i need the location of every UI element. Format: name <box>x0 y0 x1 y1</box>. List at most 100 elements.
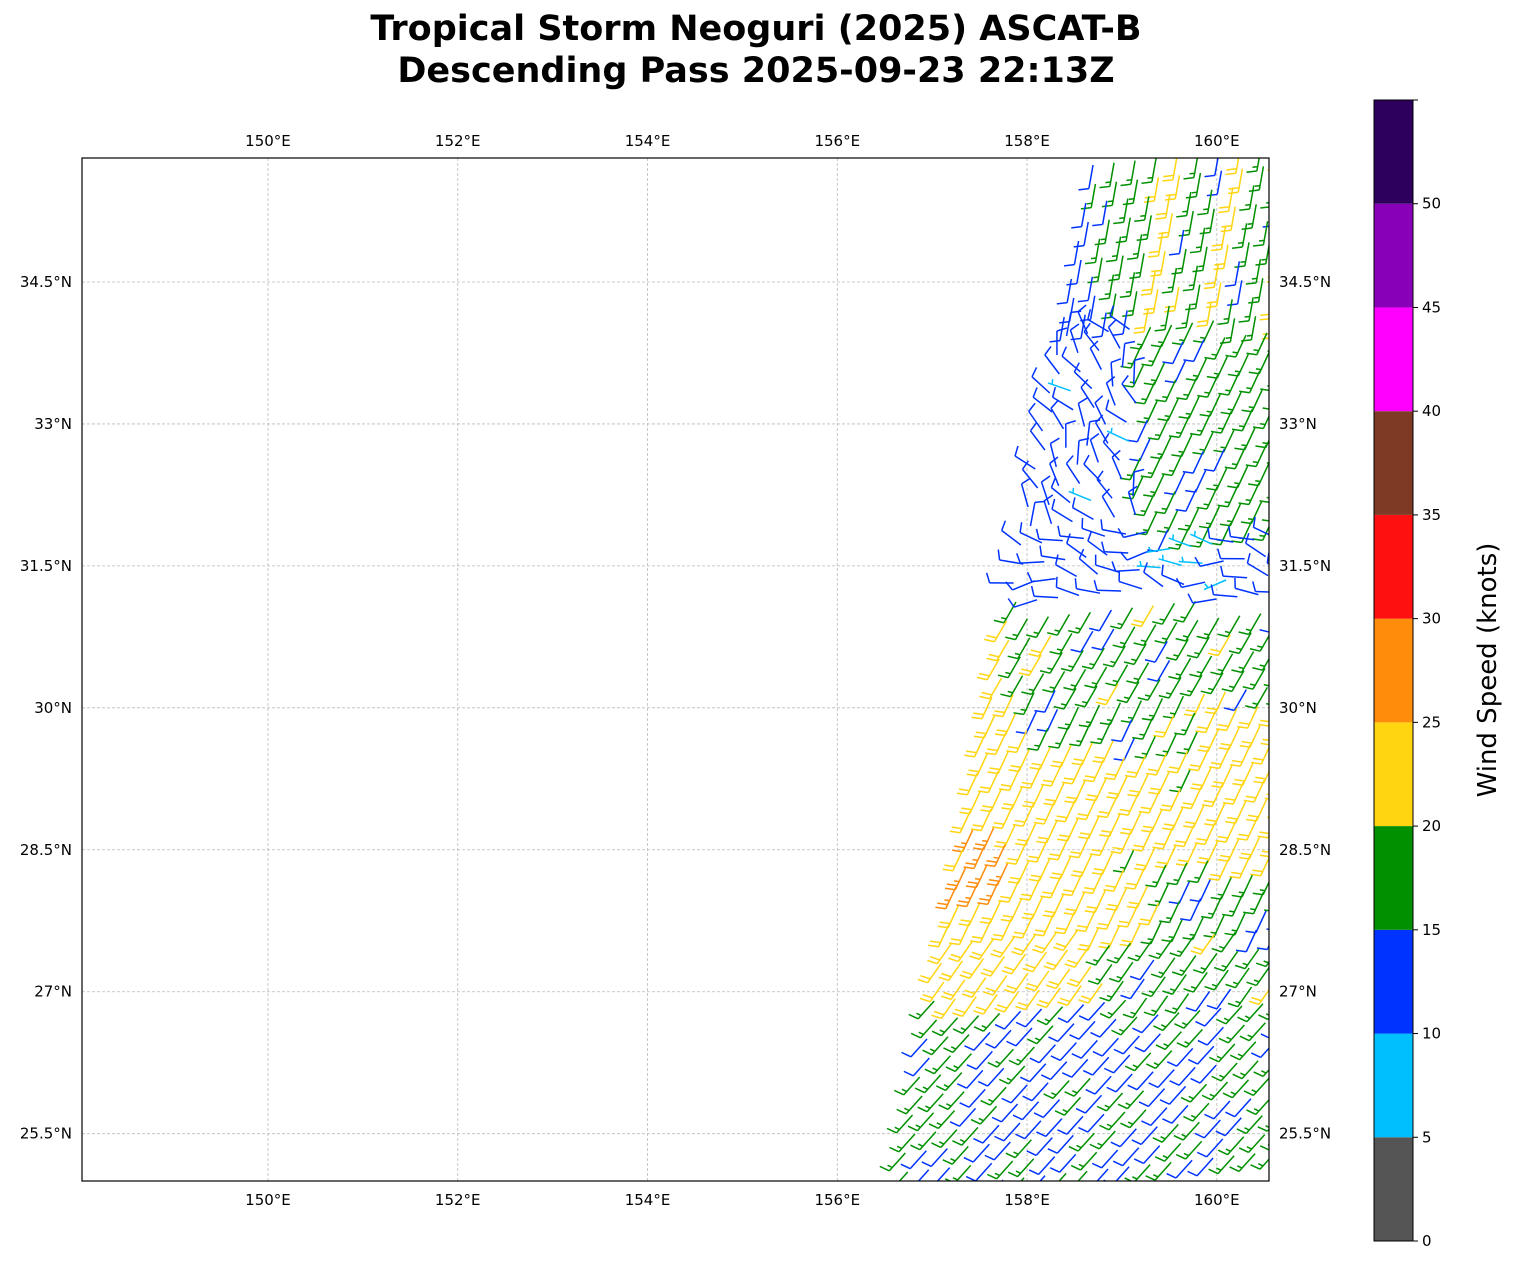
wind-barb <box>1246 445 1266 467</box>
wind-barb <box>1162 342 1182 364</box>
wind-barb <box>949 923 969 945</box>
wind-barb <box>1158 213 1173 238</box>
wind-barb <box>1197 487 1217 509</box>
wind-barb <box>977 659 999 680</box>
wind-barb <box>1142 158 1157 183</box>
wind-barb <box>1051 478 1070 503</box>
wind-barb <box>970 921 990 943</box>
wind-barb <box>1225 261 1240 286</box>
wind-barb <box>1253 873 1273 895</box>
colorbar-segment <box>1374 411 1413 515</box>
wind-barb <box>1123 998 1147 1018</box>
wind-barb <box>1057 819 1077 841</box>
colorbar-segment <box>1374 722 1413 826</box>
wind-barb <box>1130 327 1150 349</box>
wind-barb <box>1264 890 1284 912</box>
wind-barb <box>1019 878 1039 900</box>
wind-barb <box>1242 390 1262 412</box>
wind-barb <box>1152 603 1174 624</box>
colorbar-tick-label: 20 <box>1422 817 1441 835</box>
lon-tick-label-top: 158°E <box>1004 132 1050 150</box>
wind-barb <box>1166 639 1188 660</box>
wind-barb <box>1186 359 1206 381</box>
wind-barb <box>1245 687 1267 708</box>
wind-barb <box>1127 420 1147 442</box>
lon-tick-label-bottom: 154°E <box>625 1191 671 1209</box>
wind-barb <box>1138 903 1158 925</box>
wind-barb <box>991 918 1011 940</box>
wind-barb <box>1162 920 1182 942</box>
wind-barb <box>1041 764 1061 786</box>
wind-barb <box>1222 894 1242 916</box>
wind-barb <box>1172 956 1196 976</box>
wind-barb <box>1117 682 1139 703</box>
wind-barb <box>1241 316 1256 341</box>
wind-barb <box>1211 585 1237 597</box>
wind-barb <box>1243 892 1263 914</box>
wind-barb <box>1142 698 1162 720</box>
wind-barb <box>1168 658 1190 679</box>
wind-barb <box>1231 652 1253 673</box>
wind-barb <box>1051 745 1071 767</box>
wind-barb <box>1040 652 1062 673</box>
lon-tick-label-bottom: 152°E <box>435 1191 481 1209</box>
wind-barb <box>1155 622 1177 643</box>
wind-barb <box>1190 768 1210 790</box>
wind-barb <box>1058 526 1084 539</box>
wind-barb <box>1029 859 1049 881</box>
wind-barb <box>1209 747 1229 769</box>
wind-barb <box>1037 988 1061 1008</box>
wind-barb <box>904 1058 929 1076</box>
colorbar-segment <box>1374 307 1413 411</box>
wind-barb <box>1075 910 1095 932</box>
wind-barb <box>1040 876 1060 898</box>
wind-barb <box>1147 530 1167 552</box>
wind-barb <box>1155 846 1175 868</box>
wind-barb <box>1179 211 1194 236</box>
wind-barb <box>1204 264 1219 289</box>
wind-barb <box>1239 837 1259 859</box>
wind-barb <box>1129 253 1144 278</box>
wind-barb <box>1257 928 1277 950</box>
wind-barb <box>984 621 1006 642</box>
lat-tick-label-right: 31.5°N <box>1279 557 1331 575</box>
wind-barb <box>1092 201 1107 226</box>
wind-barb <box>1247 147 1262 172</box>
wind-barb <box>1165 361 1185 383</box>
wind-barb <box>1269 529 1287 555</box>
wind-barb <box>1000 676 1022 697</box>
wind-barb <box>1192 432 1212 454</box>
wind-barb <box>1222 671 1244 692</box>
wind-barb <box>1137 215 1152 240</box>
wind-barb <box>1162 565 1184 585</box>
wind-barb <box>998 657 1020 678</box>
wind-barb <box>1183 806 1203 828</box>
wind-barb <box>1193 953 1217 973</box>
wind-barb <box>901 1039 926 1057</box>
wind-barb <box>1153 715 1173 737</box>
wind-barb <box>1033 914 1053 936</box>
wind-barb <box>999 769 1019 791</box>
wind-barb <box>1176 844 1196 866</box>
wind-barb <box>894 1077 919 1095</box>
wind-barb <box>1008 599 1037 608</box>
wind-barb <box>1071 631 1093 652</box>
wind-barb <box>988 752 1008 774</box>
lon-tick-label-bottom: 158°E <box>1004 1191 1050 1209</box>
wind-barb <box>1155 194 1170 219</box>
wind-barb <box>1148 884 1168 906</box>
lat-tick-label-right: 33°N <box>1279 415 1317 433</box>
wind-barb <box>1076 798 1096 820</box>
wind-barb <box>953 997 977 1017</box>
wind-barb <box>1225 447 1245 469</box>
wind-barb <box>1195 823 1215 845</box>
wind-barb <box>1148 232 1163 257</box>
wind-barb <box>1255 240 1270 265</box>
wind-barb <box>1033 387 1052 412</box>
wind-barb <box>1074 222 1089 247</box>
wind-barb <box>1237 706 1257 728</box>
wind-barb <box>985 733 1005 755</box>
wind-barb <box>1187 861 1207 883</box>
wind-barb <box>1095 220 1110 245</box>
title-line-2: Descending Pass 2025-09-23 22:13Z <box>397 51 1114 91</box>
